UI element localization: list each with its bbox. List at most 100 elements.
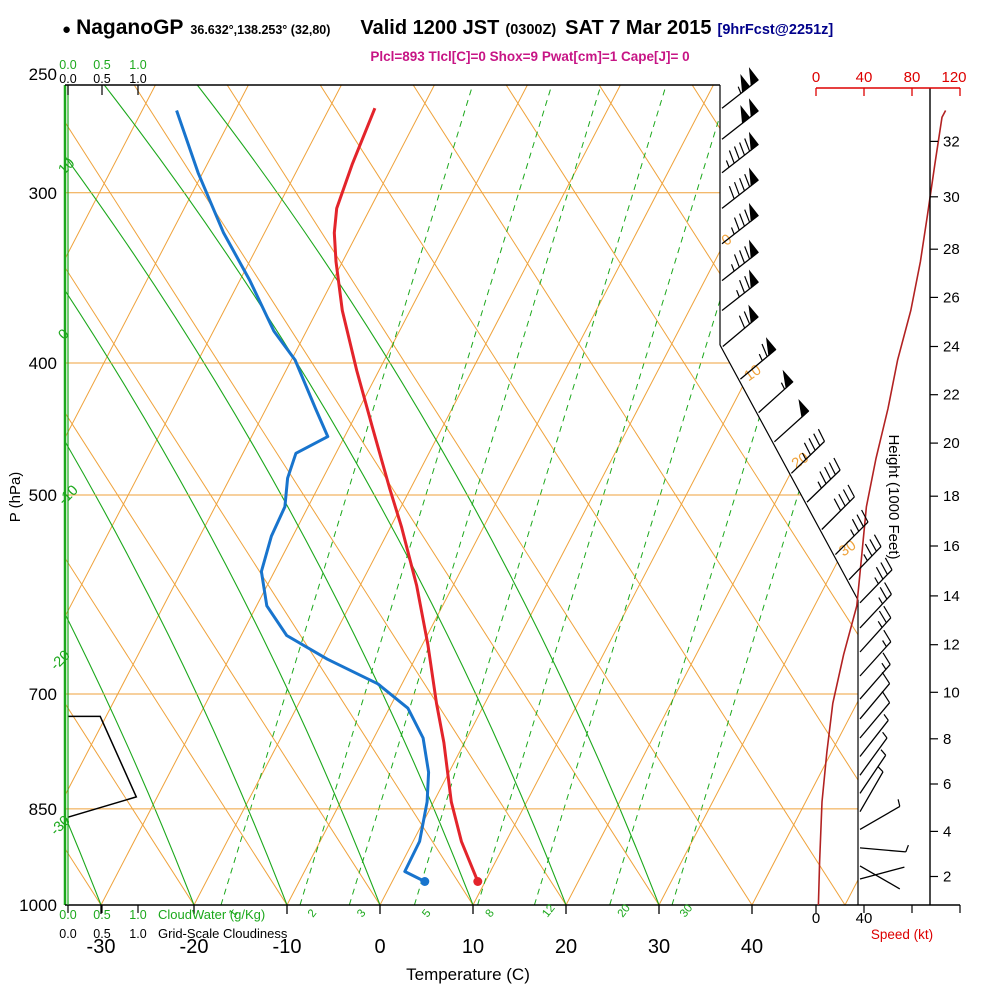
mixing-ratio-label: 5 — [420, 907, 433, 919]
wind-barb — [739, 337, 777, 380]
dry-adiabat-line — [65, 85, 195, 905]
height-tick-label: 10 — [943, 684, 960, 701]
temperature-tick-label: 20 — [555, 936, 577, 958]
station-name: NaganoGP — [76, 16, 184, 39]
mixing-ratio-label: 8 — [484, 907, 497, 919]
cloudiness-curve — [67, 715, 138, 818]
cloudwater-scale-top-label: 0.0 — [59, 58, 76, 72]
temperature-tick-label: -20 — [180, 936, 209, 958]
isotherm-line — [65, 85, 156, 905]
wind-barb — [859, 652, 891, 700]
height-tick-label: 2 — [943, 869, 951, 886]
temperature-tick-label: -30 — [87, 936, 116, 958]
isotherm-label: 10 — [741, 361, 764, 384]
moist-adiabat-line — [65, 85, 288, 905]
wind-barb — [859, 714, 889, 757]
height-tick-label: 14 — [943, 588, 960, 605]
wind-barb — [859, 731, 888, 776]
temperature-tick-label: 30 — [648, 936, 670, 958]
pressure-tick-label: 500 — [29, 486, 57, 505]
wind-barb — [859, 582, 892, 629]
cloudiness-scale-bottom-label: 0.5 — [93, 927, 110, 941]
wind-barb — [859, 799, 901, 830]
wind-barbs — [721, 67, 909, 890]
pressure-tick-label: 850 — [29, 800, 57, 819]
cloudiness-scale-top-label: 0.5 — [93, 72, 110, 86]
surface-temperature-dot — [473, 877, 483, 886]
speed-tick-label: 80 — [904, 69, 921, 86]
dry-adiabat-line — [598, 85, 858, 905]
cloudwater-scale-bottom-label: 1.0 — [129, 908, 146, 922]
mixing-ratio-label: 2 — [306, 907, 319, 919]
profiles — [175, 107, 483, 886]
height-tick-label: 28 — [943, 241, 960, 258]
speed-tick-label: 120 — [941, 69, 966, 86]
cloudiness-scale-top-label: 0.0 — [59, 72, 76, 86]
isotherm-line — [658, 85, 858, 905]
stability-parameters: Plcl=893 Tlcl[C]=0 Shox=9 Pwat[cm]=1 Cap… — [370, 49, 690, 64]
moist-adiabat-line — [103, 85, 567, 905]
temperature-tick-label: 10 — [462, 936, 484, 958]
wind-barb — [758, 369, 794, 414]
temperature-axis-title: Temperature (C) — [406, 965, 530, 984]
cloudiness-legend-label: Grid-Scale Cloudiness — [158, 926, 288, 941]
temperature-tick-label: 0 — [374, 936, 385, 958]
green-line-label: -20 — [48, 648, 74, 674]
wind-barb — [721, 202, 759, 245]
speed-curve — [817, 110, 947, 906]
grid-lines — [65, 85, 858, 905]
valid-time-utc: (0300Z) — [505, 22, 557, 38]
wind-barb — [721, 239, 759, 282]
height-tick-label: 6 — [943, 776, 951, 793]
green-line-label: 10 — [56, 155, 79, 178]
height-tick-label: 30 — [943, 189, 960, 206]
wind-barb — [721, 98, 759, 140]
cloudwater-scale-bottom-label: 0.5 — [93, 908, 110, 922]
station-coords: 36.632°,138.253° (32,80) — [190, 23, 331, 37]
moist-adiabat-line — [196, 85, 660, 905]
plot-border — [63, 84, 960, 906]
wind-barb — [859, 865, 901, 890]
chart-header: ● NaganoGP 36.632°,138.253° (32,80) Vali… — [62, 16, 833, 40]
isotherm-label: 20 — [789, 449, 812, 472]
height-tick-label: 24 — [943, 339, 960, 356]
cloudiness-scale-bottom-label: 0.0 — [59, 927, 76, 941]
isotherm-label: 30 — [836, 537, 859, 560]
height-tick-label: 18 — [943, 488, 960, 505]
wind-barb — [859, 866, 905, 880]
wind-barb — [722, 304, 759, 347]
pressure-tick-label: 300 — [29, 184, 57, 203]
pressure-axis-title: P (hPa) — [7, 472, 24, 523]
wind-barb — [859, 690, 891, 739]
height-tick-label: 20 — [943, 435, 960, 452]
wind-barb — [773, 399, 810, 443]
pressure-tick-label: 400 — [29, 354, 57, 373]
wind-barb — [806, 457, 841, 503]
valid-date: SAT 7 Mar 2015 — [565, 17, 712, 39]
wind-barb — [859, 749, 887, 794]
cloudwater-scale-top-label: 0.5 — [93, 58, 110, 72]
wind-barb — [834, 509, 869, 556]
wind-barb — [848, 534, 882, 581]
cloudiness-scale-bottom-label: 1.0 — [129, 927, 146, 941]
height-tick-label: 4 — [943, 823, 951, 840]
mixing-ratio-label: 3 — [355, 907, 368, 919]
moist-adiabat-line — [65, 85, 474, 905]
isotherm-line — [65, 85, 249, 905]
wind-barb — [859, 671, 891, 720]
height-tick-label: 16 — [943, 538, 960, 555]
wind-barb — [859, 605, 892, 653]
temperature-curve — [332, 107, 480, 883]
wind-barb — [859, 557, 893, 604]
wind-barb — [859, 766, 884, 813]
wind-barb — [859, 629, 892, 677]
cloudwater-legend-label: CloudWater (g/Kg) — [158, 907, 265, 922]
wind-barb — [721, 67, 759, 109]
speed-tick-label: 0 — [812, 69, 820, 86]
temperature-tick-label: 40 — [741, 936, 763, 958]
dry-adiabat-line — [65, 85, 288, 905]
forecast-run-info: [9hrFcst@2251z] — [717, 22, 834, 38]
surface-dewpoint-dot — [420, 877, 430, 886]
